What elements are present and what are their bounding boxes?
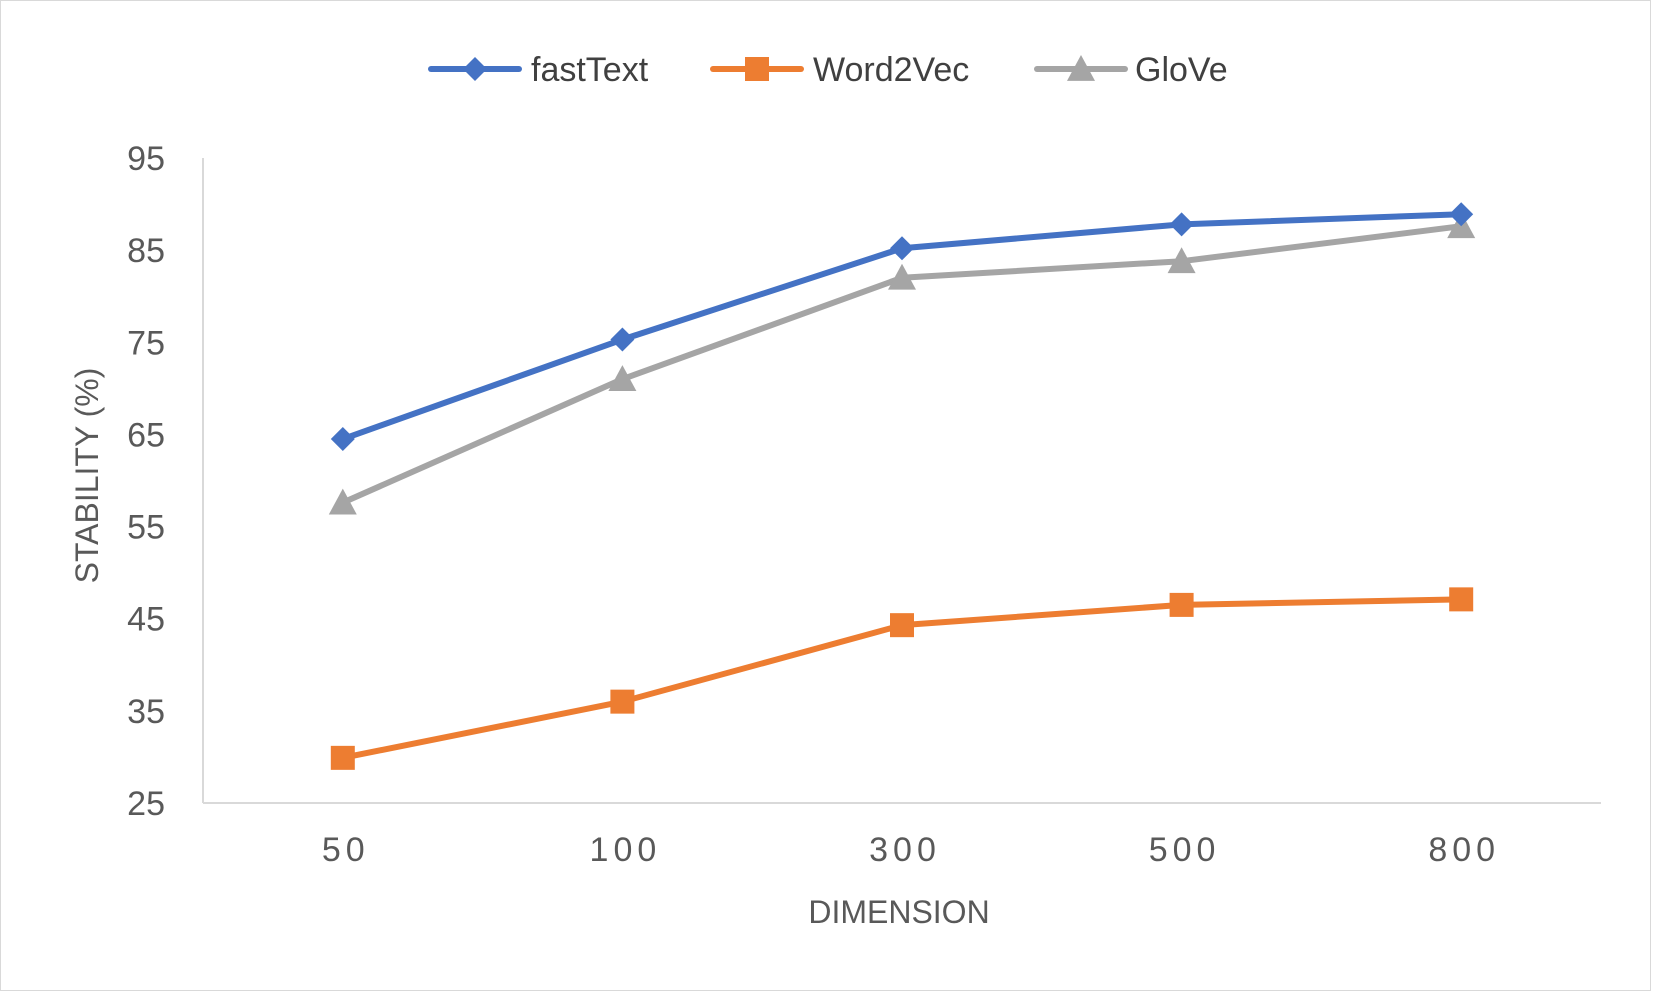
x-tick-label: 50 [322,831,370,869]
series-word2vec [330,587,1474,770]
data-point [890,613,914,638]
series-layer [328,202,1476,770]
x-tick-label: 500 [1149,831,1221,869]
series-fasttext [330,202,1474,452]
legend-marker [745,57,769,81]
data-point [330,427,355,452]
y-tick-label: 95 [127,140,165,178]
x-tick-label: 800 [1428,831,1500,869]
y-tick-label: 75 [127,324,165,362]
data-point [890,236,914,261]
legend-label: Word2Vec [813,51,969,89]
legend-item-word2vec: Word2Vec [710,51,969,89]
x-tick-label: 100 [590,831,662,869]
data-point [1169,212,1194,237]
x-axis-ticks: 50 100 300 500 800 [322,831,1500,869]
data-point [608,365,637,392]
legend-marker [1067,55,1095,81]
legend: fastText Word2Vec GloVe [428,51,1228,89]
legend-label: GloVe [1135,51,1228,89]
y-tick-label: 85 [127,232,165,270]
y-tick-label: 25 [127,785,165,823]
data-point [328,488,357,515]
series-glove [328,212,1476,515]
data-point [888,263,916,290]
data-point [1449,587,1474,612]
legend-item-glove: GloVe [1034,51,1228,89]
data-point [1167,247,1196,274]
y-axis-ticks: 95 85 75 65 55 45 35 25 [127,140,165,823]
data-point [1169,592,1194,617]
data-point [610,689,635,714]
x-tick-label: 300 [869,831,941,869]
y-axis-title: STABILITY (%) [69,368,105,584]
legend-item-fasttext: fastText [428,51,649,89]
x-axis-title: DIMENSION [808,894,989,930]
legend-marker [463,57,487,81]
data-point [330,745,355,770]
y-tick-label: 35 [127,693,165,731]
data-point [1449,202,1474,227]
y-tick-label: 45 [127,601,165,639]
data-point [610,327,635,352]
y-tick-label: 55 [127,509,165,547]
legend-label: fastText [531,51,649,89]
y-tick-label: 65 [127,416,165,454]
